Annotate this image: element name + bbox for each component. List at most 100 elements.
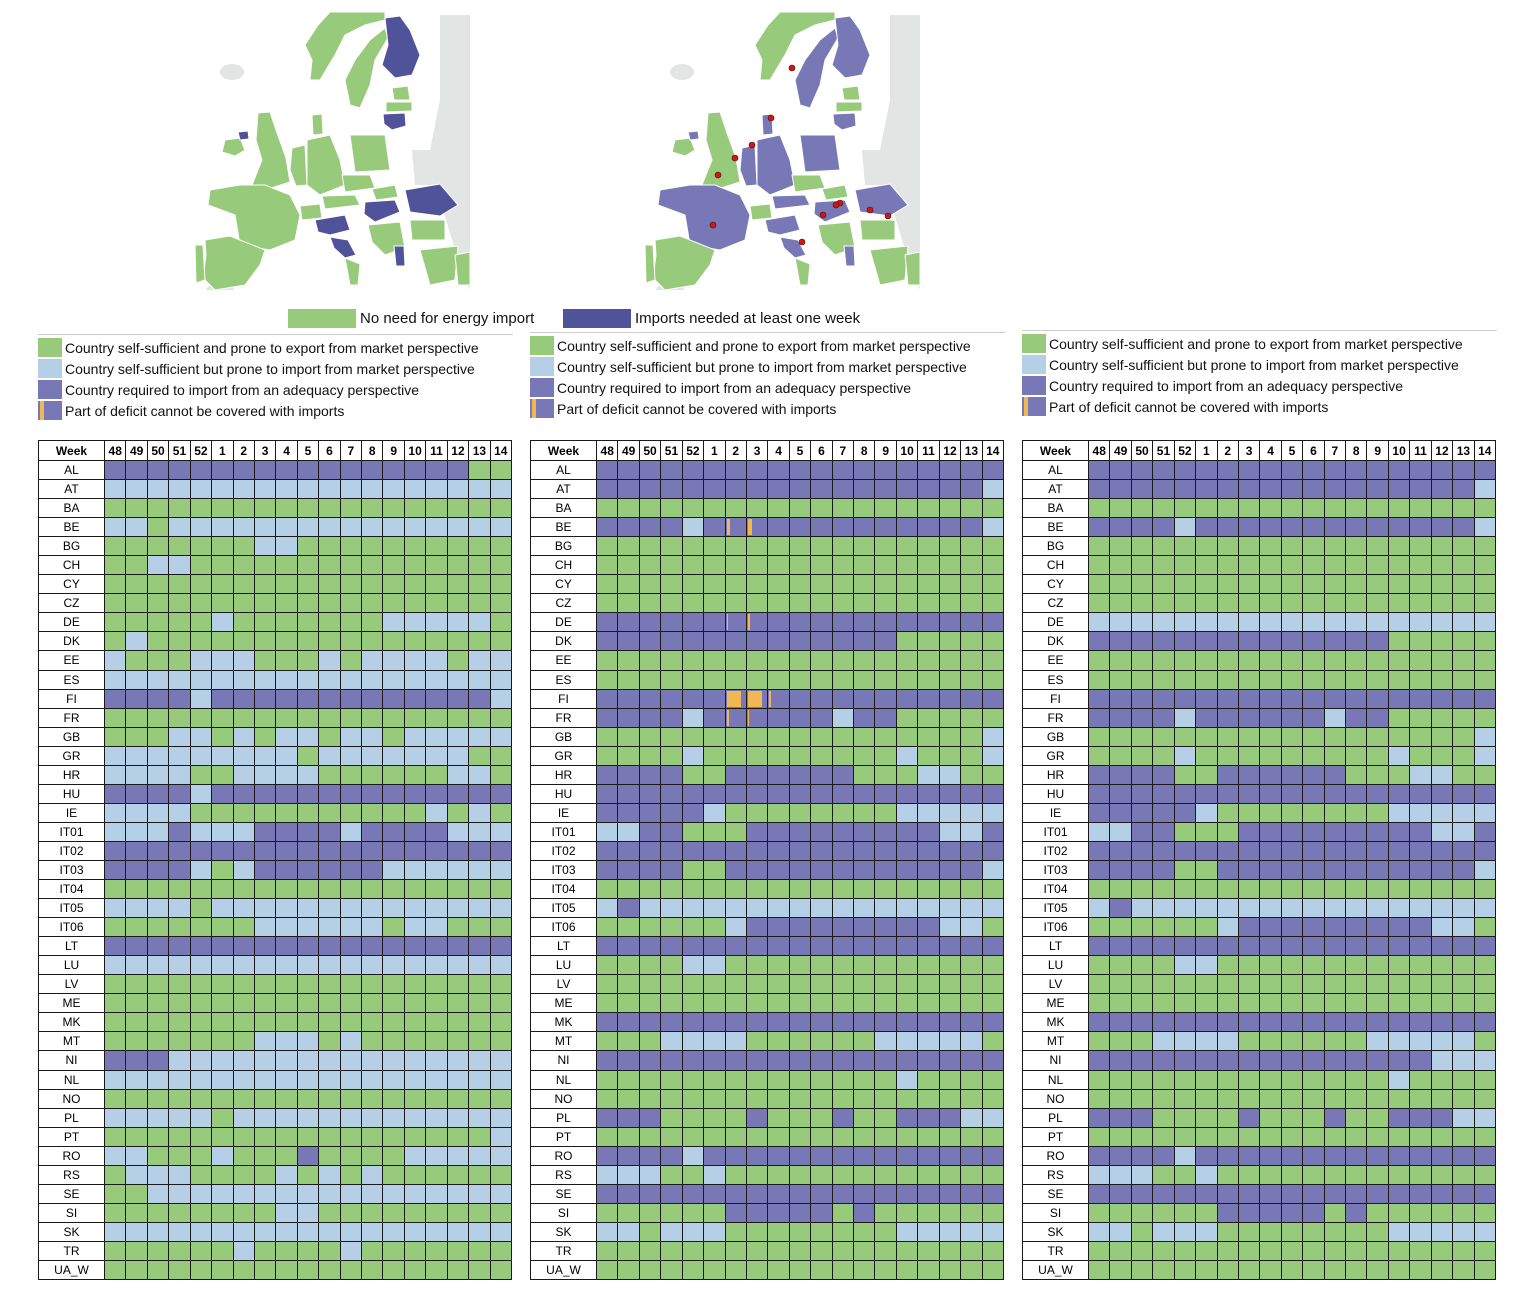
map-country-GB bbox=[701, 111, 741, 191]
heatmap-cell-GB-13 bbox=[961, 727, 982, 746]
heatmap-cell-CZ-52 bbox=[1174, 594, 1196, 613]
heatmap-cell-CY-3 bbox=[1238, 575, 1260, 594]
heatmap-cell-HR-10 bbox=[896, 765, 918, 784]
heatmap-cell-MT-14 bbox=[1474, 1032, 1495, 1051]
heatmap-cell-GB-10 bbox=[404, 727, 426, 746]
heatmap-cell-BG-2 bbox=[1217, 537, 1238, 556]
heatmap-cell-BE-11 bbox=[1410, 518, 1431, 537]
heatmap-cell-NO-10 bbox=[1388, 1089, 1410, 1108]
heatmap-cell-IT06-9 bbox=[1367, 918, 1388, 937]
heatmap-cell-CH-6 bbox=[811, 556, 832, 575]
heatmap-cell-EE-49 bbox=[618, 651, 639, 670]
heatmap-cell-SI-14 bbox=[1474, 1203, 1495, 1222]
week-tick-label: 51 bbox=[169, 441, 190, 460]
heatmap-cell-HU-49 bbox=[618, 784, 639, 803]
heatmap-cell-BE-13 bbox=[1453, 518, 1474, 537]
heatmap-cell-BA-5 bbox=[297, 499, 319, 518]
heatmap-cell-RS-6 bbox=[811, 1165, 832, 1184]
heatmap-cell-TR-3 bbox=[1238, 1241, 1260, 1260]
heatmap-cell-SI-50 bbox=[639, 1203, 661, 1222]
heatmap-cell-NI-7 bbox=[832, 1051, 854, 1070]
heatmap-cell-IT02-13 bbox=[469, 841, 490, 860]
heatmap-cell-LU-2 bbox=[1217, 956, 1238, 975]
heatmap-cell-UA_W-8 bbox=[854, 1260, 875, 1280]
heatmap-cell-HR-48 bbox=[105, 765, 126, 784]
heatmap-cell-GB-6 bbox=[1303, 727, 1324, 746]
heatmap-cell-IT01-3 bbox=[254, 822, 276, 841]
heatmap-cell-ME-1 bbox=[1196, 994, 1217, 1013]
heatmap-cell-UA_W-52 bbox=[190, 1260, 212, 1280]
heatmap-cell-IT04-11 bbox=[426, 880, 447, 899]
heatmap-cell-BG-51 bbox=[661, 537, 682, 556]
heatmap-cell-LV-5 bbox=[1281, 975, 1303, 994]
map-country-LT bbox=[382, 112, 407, 131]
heatmap-cell-AT-14 bbox=[982, 480, 1003, 499]
country-label: IT03 bbox=[39, 860, 104, 880]
heatmap-cell-GB-10 bbox=[1388, 727, 1410, 746]
heatmap-cell-UA_W-8 bbox=[1346, 1260, 1367, 1280]
heatmap-cell-RO-9 bbox=[875, 1146, 896, 1165]
heatmap-cell-PL-7 bbox=[832, 1108, 854, 1127]
heatmap-cell-FI-5 bbox=[297, 689, 319, 708]
heatmap-cell-IT06-13 bbox=[1453, 918, 1474, 937]
heatmap-cell-UA_W-13 bbox=[961, 1260, 982, 1280]
heatmap-cell-IT03-5 bbox=[1281, 860, 1303, 880]
map-country-TR bbox=[454, 251, 471, 286]
deficit-swatch bbox=[532, 399, 536, 418]
heatmap-cell-RO-52 bbox=[190, 1146, 212, 1165]
heatmap-cell-GB-11 bbox=[918, 727, 939, 746]
heatmap-cell-CZ-5 bbox=[1281, 594, 1303, 613]
heatmap-cell-IE-1 bbox=[212, 803, 233, 822]
heatmap-cell-IE-12 bbox=[1431, 803, 1453, 822]
heatmap-cell-PL-10 bbox=[896, 1108, 918, 1127]
heatmap-cell-RS-5 bbox=[297, 1165, 319, 1184]
heatmap-cell-NI-49 bbox=[126, 1051, 147, 1070]
heatmap-cell-CY-13 bbox=[469, 575, 490, 594]
heatmap-cell-IT05-8 bbox=[362, 899, 383, 918]
heatmap-cell-SK-49 bbox=[618, 1222, 639, 1241]
heatmap-cell-CH-52 bbox=[190, 556, 212, 575]
heatmap-cell-SI-11 bbox=[1410, 1203, 1431, 1222]
heatmap-cell-NI-5 bbox=[297, 1051, 319, 1070]
heatmap-cell-IT06-7 bbox=[340, 918, 362, 937]
heatmap-cell-CZ-48 bbox=[597, 594, 618, 613]
heatmap-cell-LU-9 bbox=[383, 956, 404, 975]
heatmap-cell-IT01-51 bbox=[1153, 822, 1174, 841]
heatmap-cell-AL-13 bbox=[469, 461, 490, 480]
heatmap-cell-UA_W-48 bbox=[105, 1260, 126, 1280]
heatmap-cell-IT03-4 bbox=[1260, 860, 1281, 880]
heatmap-cell-IT04-50 bbox=[639, 880, 661, 899]
heatmap-cell-EE-6 bbox=[319, 651, 340, 670]
heatmap-cell-RS-3 bbox=[1238, 1165, 1260, 1184]
heatmap-cell-SI-14 bbox=[490, 1203, 511, 1222]
heatmap-cell-AT-11 bbox=[1410, 480, 1431, 499]
heatmap-cell-NO-48 bbox=[105, 1089, 126, 1108]
heatmap-cell-SI-1 bbox=[212, 1203, 233, 1222]
heatmap-cell-CH-12 bbox=[939, 556, 961, 575]
heatmap-cell-MT-52 bbox=[190, 1032, 212, 1051]
country-label: SI bbox=[1023, 1203, 1088, 1222]
heatmap-cell-IT05-6 bbox=[1303, 899, 1324, 918]
heatmap-cell-ES-12 bbox=[447, 670, 469, 689]
heatmap-cell-TR-48 bbox=[597, 1241, 618, 1260]
heatmap-cell-EE-11 bbox=[426, 651, 447, 670]
heatmap-cell-IT03-49 bbox=[618, 860, 639, 880]
heatmap-cell-MT-9 bbox=[1367, 1032, 1388, 1051]
heatmap-cell-IT04-7 bbox=[1324, 880, 1346, 899]
heatmap-cell-CY-8 bbox=[362, 575, 383, 594]
heatmap-cell-IT04-2 bbox=[233, 880, 254, 899]
heatmap-cell-CY-50 bbox=[1131, 575, 1153, 594]
country-label: IT01 bbox=[531, 822, 596, 841]
heatmap-cell-HR-10 bbox=[1388, 765, 1410, 784]
country-label: FR bbox=[531, 708, 596, 727]
heatmap-cell-FI-51 bbox=[1153, 689, 1174, 708]
country-label: SK bbox=[39, 1222, 104, 1241]
heatmap-cell-TR-13 bbox=[469, 1241, 490, 1260]
heatmap-cell-IT02-8 bbox=[1346, 841, 1367, 860]
heatmap-cell-SK-48 bbox=[105, 1222, 126, 1241]
heatmap-cell-LU-11 bbox=[918, 956, 939, 975]
country-label: PT bbox=[1023, 1127, 1088, 1146]
heatmap-cell-EE-5 bbox=[297, 651, 319, 670]
heatmap-cell-SK-51 bbox=[169, 1222, 190, 1241]
heatmap-cell-ME-4 bbox=[1260, 994, 1281, 1013]
